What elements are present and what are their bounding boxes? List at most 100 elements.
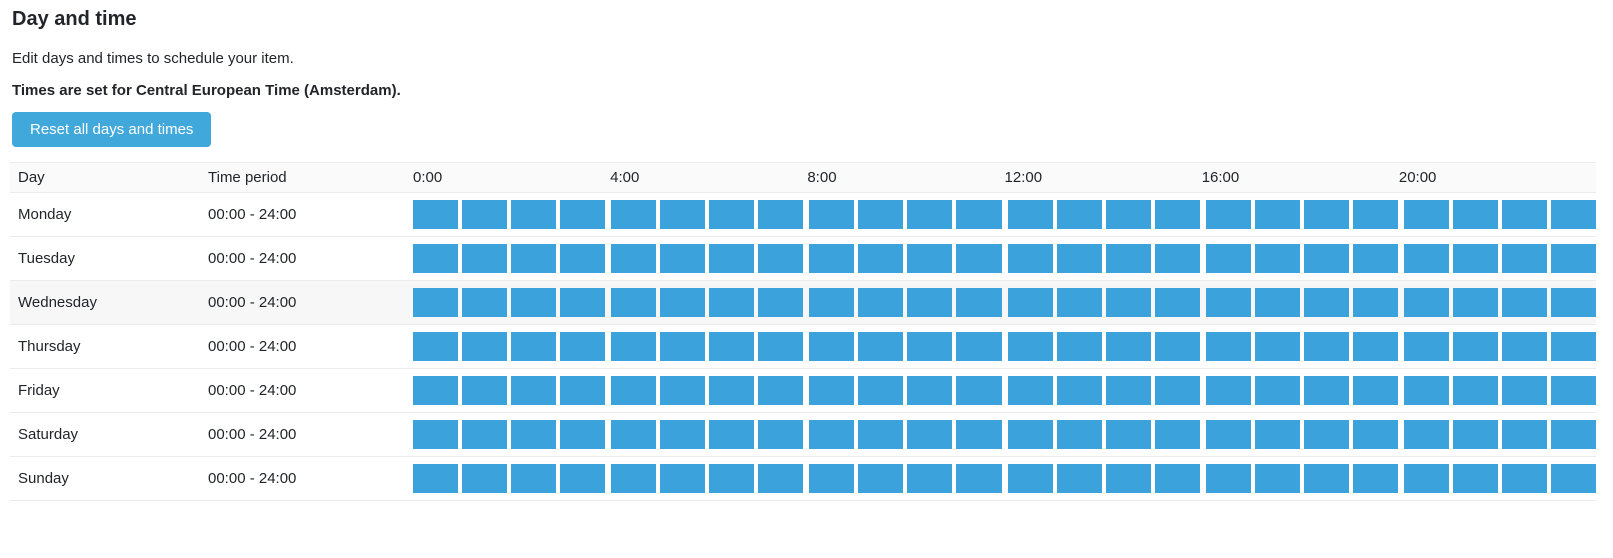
hour-slot[interactable]	[660, 200, 706, 229]
hour-slot[interactable]	[907, 420, 953, 449]
hour-slot[interactable]	[413, 244, 459, 273]
hour-slot[interactable]	[907, 288, 953, 317]
hour-slot[interactable]	[413, 464, 459, 493]
hour-slot[interactable]	[413, 420, 459, 449]
hour-slot[interactable]	[809, 464, 855, 493]
hour-slot[interactable]	[809, 332, 855, 361]
hour-slot[interactable]	[660, 244, 706, 273]
hour-slot[interactable]	[907, 244, 953, 273]
hour-slot[interactable]	[1007, 420, 1053, 449]
hour-slot[interactable]	[1007, 200, 1053, 229]
hour-slot[interactable]	[511, 464, 557, 493]
hour-slot[interactable]	[758, 244, 804, 273]
hour-slot[interactable]	[1056, 200, 1102, 229]
hour-slot[interactable]	[858, 244, 904, 273]
hour-slot[interactable]	[1352, 332, 1398, 361]
hour-slot[interactable]	[611, 420, 657, 449]
hour-slot[interactable]	[858, 464, 904, 493]
hour-slot[interactable]	[560, 376, 606, 405]
hour-slot[interactable]	[907, 376, 953, 405]
hour-slot[interactable]	[560, 244, 606, 273]
hour-slot[interactable]	[511, 420, 557, 449]
hour-slot[interactable]	[1551, 244, 1597, 273]
hour-slot[interactable]	[1254, 244, 1300, 273]
hour-slot[interactable]	[611, 244, 657, 273]
hour-slot[interactable]	[611, 376, 657, 405]
hour-slot[interactable]	[611, 332, 657, 361]
hour-slot[interactable]	[1205, 332, 1251, 361]
hour-slot[interactable]	[709, 420, 755, 449]
hour-slot[interactable]	[1352, 420, 1398, 449]
hour-slot[interactable]	[1403, 376, 1449, 405]
hour-slot[interactable]	[709, 332, 755, 361]
hour-slot[interactable]	[1352, 288, 1398, 317]
hour-slot[interactable]	[560, 464, 606, 493]
hour-slot[interactable]	[413, 332, 459, 361]
hour-slot[interactable]	[1105, 420, 1151, 449]
hour-slot[interactable]	[462, 244, 508, 273]
hour-slot[interactable]	[1403, 200, 1449, 229]
hour-slot[interactable]	[1452, 464, 1498, 493]
hour-slot[interactable]	[1352, 464, 1398, 493]
hour-slot[interactable]	[1254, 332, 1300, 361]
hour-slot[interactable]	[1154, 332, 1200, 361]
hour-slot[interactable]	[1205, 288, 1251, 317]
hour-slot[interactable]	[907, 464, 953, 493]
hour-slot[interactable]	[413, 376, 459, 405]
hour-slot[interactable]	[1551, 288, 1597, 317]
hour-slot[interactable]	[462, 288, 508, 317]
hour-slot[interactable]	[1105, 464, 1151, 493]
hour-slot[interactable]	[1403, 464, 1449, 493]
hour-slot[interactable]	[462, 464, 508, 493]
hour-slot[interactable]	[956, 332, 1002, 361]
hour-slot[interactable]	[1551, 464, 1597, 493]
hour-slot[interactable]	[511, 244, 557, 273]
hour-slot[interactable]	[660, 288, 706, 317]
hour-slot[interactable]	[1403, 288, 1449, 317]
hour-slot[interactable]	[1303, 376, 1349, 405]
hour-slot[interactable]	[660, 420, 706, 449]
hour-slot[interactable]	[1056, 420, 1102, 449]
hour-slot[interactable]	[511, 332, 557, 361]
hour-slot[interactable]	[1254, 288, 1300, 317]
hour-slot[interactable]	[1501, 464, 1547, 493]
hour-slot[interactable]	[462, 420, 508, 449]
hour-slot[interactable]	[858, 332, 904, 361]
hour-slot[interactable]	[1105, 244, 1151, 273]
hour-slot[interactable]	[1501, 200, 1547, 229]
hour-slot[interactable]	[709, 288, 755, 317]
hour-slot[interactable]	[1007, 244, 1053, 273]
hour-slot[interactable]	[758, 376, 804, 405]
hour-slot[interactable]	[1303, 288, 1349, 317]
hour-slot[interactable]	[1254, 420, 1300, 449]
hour-slot[interactable]	[709, 464, 755, 493]
hour-slot[interactable]	[611, 200, 657, 229]
hour-slot[interactable]	[560, 288, 606, 317]
hour-slot[interactable]	[1452, 288, 1498, 317]
hour-slot[interactable]	[1501, 288, 1547, 317]
hour-slot[interactable]	[1205, 464, 1251, 493]
hour-slot[interactable]	[1205, 244, 1251, 273]
hour-slot[interactable]	[1056, 464, 1102, 493]
hour-slot[interactable]	[1007, 376, 1053, 405]
hour-slot[interactable]	[1452, 420, 1498, 449]
hour-slot[interactable]	[1452, 244, 1498, 273]
hour-slot[interactable]	[1007, 288, 1053, 317]
hour-slot[interactable]	[709, 244, 755, 273]
hour-slot[interactable]	[858, 288, 904, 317]
hour-slot[interactable]	[1205, 376, 1251, 405]
hour-slot[interactable]	[1056, 376, 1102, 405]
hour-slot[interactable]	[1007, 332, 1053, 361]
hour-slot[interactable]	[1452, 376, 1498, 405]
hour-slot[interactable]	[1154, 420, 1200, 449]
hour-slot[interactable]	[858, 420, 904, 449]
hour-slot[interactable]	[462, 200, 508, 229]
hour-slot[interactable]	[709, 376, 755, 405]
hour-slot[interactable]	[1501, 376, 1547, 405]
hour-slot[interactable]	[858, 200, 904, 229]
hour-slot[interactable]	[1154, 288, 1200, 317]
hour-slot[interactable]	[1551, 376, 1597, 405]
hour-slot[interactable]	[1154, 376, 1200, 405]
hour-slot[interactable]	[1403, 332, 1449, 361]
hour-slot[interactable]	[1551, 200, 1597, 229]
